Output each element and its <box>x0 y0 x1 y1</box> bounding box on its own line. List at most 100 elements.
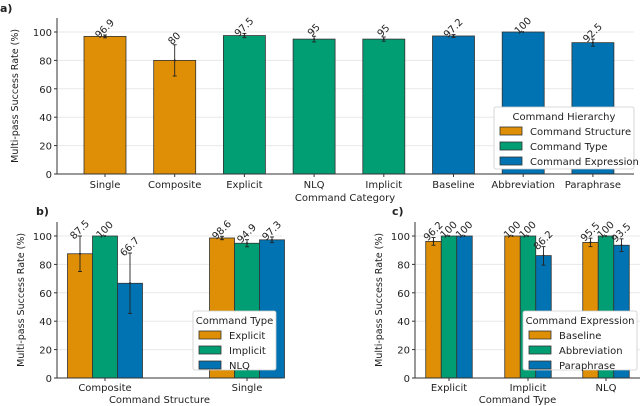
y-tick-label: 80 <box>397 260 410 271</box>
data-point <box>243 34 246 37</box>
x-tick-label: Single <box>232 383 263 394</box>
bar <box>92 235 118 379</box>
bar <box>222 35 266 175</box>
x-tick-label: Explicit <box>226 180 262 191</box>
data-point <box>382 38 385 41</box>
y-tick-label: 80 <box>39 260 52 271</box>
x-tick-label: Single <box>90 180 121 191</box>
x-tick-label: NLQ <box>304 180 325 191</box>
data-point <box>589 241 592 244</box>
bar <box>440 235 458 379</box>
legend-swatch <box>528 345 552 355</box>
bar <box>83 36 127 175</box>
bar <box>292 38 336 175</box>
panel-label: c) <box>392 205 404 218</box>
bar <box>362 38 406 175</box>
y-tick-label: 80 <box>39 56 52 67</box>
legend-title: Command Expression <box>526 316 635 327</box>
data-point <box>104 235 106 237</box>
legend-swatch <box>198 345 222 355</box>
y-tick-label: 20 <box>397 346 410 357</box>
x-axis-label: Command Type <box>479 395 557 406</box>
legend-box <box>192 310 277 371</box>
bar <box>67 253 93 379</box>
legend-label: Baseline <box>559 331 601 342</box>
x-axis-label: Command Category <box>295 193 395 204</box>
legend-swatch <box>499 156 523 166</box>
data-point <box>173 59 176 62</box>
y-tick-label: 0 <box>46 170 52 181</box>
y-tick-label: 100 <box>33 28 52 39</box>
legend-label: Command Type <box>530 142 608 153</box>
x-tick-label: Abbreviation <box>491 180 555 191</box>
legend-label: Paraphrase <box>559 361 615 372</box>
panel-label: a) <box>0 2 12 15</box>
data-point <box>527 235 529 237</box>
legend-label: NLQ <box>229 361 250 372</box>
bar <box>504 235 521 379</box>
y-tick-label: 40 <box>397 317 410 328</box>
data-point <box>313 38 316 41</box>
legend-swatch <box>528 360 552 370</box>
data-point <box>448 235 450 237</box>
legend-title: Command Type <box>196 316 274 327</box>
legend-swatch <box>528 330 552 340</box>
data-point <box>221 236 223 239</box>
x-tick-label: Composite <box>148 180 201 191</box>
bar <box>425 240 442 379</box>
data-point <box>271 238 273 241</box>
x-tick-label: Explicit <box>431 383 467 394</box>
bar <box>153 60 197 175</box>
y-tick-label: 100 <box>391 232 410 243</box>
legend-label: Command Structure <box>530 127 631 138</box>
x-tick-label: Baseline <box>432 180 474 191</box>
x-tick-label: NLQ <box>596 383 617 394</box>
data-point <box>620 244 623 247</box>
data-point <box>79 252 81 255</box>
y-tick-label: 60 <box>397 289 410 300</box>
value-label: 95 <box>376 23 393 40</box>
data-point <box>452 34 455 37</box>
x-tick-label: Composite <box>78 383 131 394</box>
bar <box>432 35 475 175</box>
legend-box <box>522 310 638 371</box>
data-point <box>605 235 607 237</box>
legend-label: Explicit <box>229 331 265 342</box>
x-tick-label: Implicit <box>365 180 402 191</box>
legend-box <box>493 106 635 170</box>
data-point <box>522 31 525 33</box>
x-axis-label: Command Structure <box>109 395 210 406</box>
legend-title: Command Hierarchy <box>513 112 616 123</box>
y-tick-label: 60 <box>39 85 52 96</box>
y-tick-label: 0 <box>404 374 410 385</box>
legend-swatch <box>499 126 523 136</box>
y-tick-label: 100 <box>33 232 52 243</box>
y-axis-label: Multi-pass Success Rate (%) <box>10 29 21 163</box>
panel-label: b) <box>36 205 49 218</box>
legend-label: Abbreviation <box>559 346 623 357</box>
y-axis-label: Multi-pass Success Rate (%) <box>374 233 385 367</box>
bar <box>456 235 473 379</box>
y-tick-label: 60 <box>39 289 52 300</box>
x-tick-label: Paraphrase <box>565 180 621 191</box>
legend-swatch <box>499 141 523 151</box>
y-tick-label: 40 <box>39 113 52 124</box>
y-tick-label: 20 <box>39 142 52 153</box>
legend-label: Command Expression <box>530 157 639 168</box>
y-axis-label: Multi-pass Success Rate (%) <box>16 233 27 367</box>
data-point <box>129 282 131 285</box>
data-point <box>511 235 514 237</box>
legend-label: Implicit <box>229 346 266 357</box>
y-tick-label: 40 <box>39 317 52 328</box>
data-point <box>104 35 106 38</box>
data-point <box>432 240 435 243</box>
data-point <box>591 41 594 44</box>
y-tick-label: 0 <box>46 374 52 385</box>
data-point <box>246 242 248 245</box>
x-tick-label: Implicit <box>510 383 547 394</box>
value-label: 80 <box>167 31 184 48</box>
legend-swatch <box>198 360 222 370</box>
data-point <box>542 254 545 257</box>
value-label: 95 <box>306 22 323 39</box>
